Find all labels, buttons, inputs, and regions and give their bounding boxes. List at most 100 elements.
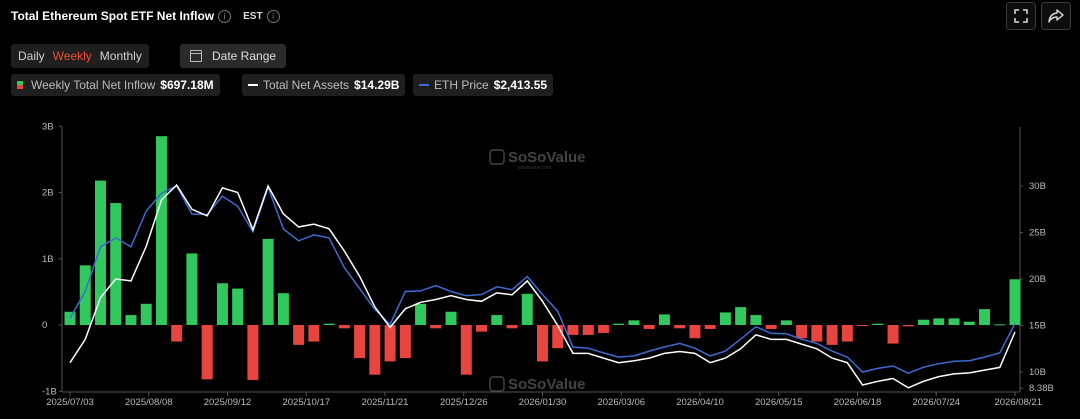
chart-axes: 3B 2B 1B 0 -1B 30B 25B 20B 15B 10B 8.38B 2025/07/03… [42,121,1054,408]
inflow-bar[interactable] [308,325,320,342]
inflow-bar[interactable] [247,325,259,380]
inflow-bar[interactable] [384,325,396,362]
legend-price[interactable]: ETH Price $2,413.55 [413,74,554,96]
inflow-bar[interactable] [948,318,960,325]
inflow-bar[interactable] [552,325,564,349]
inflow-bar[interactable] [613,323,625,325]
inflow-bar[interactable] [110,203,122,325]
inflow-bar[interactable] [155,136,167,325]
inflow-bar[interactable] [826,325,838,345]
period-daily[interactable]: Daily [18,49,45,63]
watermark-logo-icon [489,149,505,165]
inflow-bar[interactable] [963,321,975,325]
inflow-bars [64,136,1021,380]
period-weekly[interactable]: Weekly [52,49,92,63]
inflow-bar[interactable] [338,325,350,329]
inflow-bar[interactable] [1009,279,1021,325]
legend-assets[interactable]: Total Net Assets $14.29B [242,74,406,96]
expand-button[interactable] [1006,2,1036,30]
inflow-bar[interactable] [994,324,1006,326]
bar-swatch-icon [17,81,23,89]
inflow-bar[interactable] [628,320,640,325]
inflow-bar[interactable] [979,309,991,325]
date-range-button[interactable]: Date Range [180,44,287,68]
legend-assets-value: $14.29B [354,78,400,92]
x-tick-label: 2026/07/24 [912,397,960,408]
inflow-bar[interactable] [232,288,244,325]
period-selector: Daily Weekly Monthly [11,44,149,68]
share-button[interactable] [1041,2,1071,30]
x-tick-label: 2026/06/18 [834,397,882,408]
inflow-bar[interactable] [399,325,411,359]
inflow-bar[interactable] [735,307,747,325]
inflow-bar[interactable] [201,325,213,380]
inflow-bar[interactable] [64,311,76,325]
inflow-bar[interactable] [94,180,106,325]
inflow-bar[interactable] [841,325,853,342]
inflow-bar[interactable] [262,238,274,325]
total-net-assets-line[interactable] [69,183,1016,389]
inflow-bar[interactable] [796,325,808,339]
inflow-bar[interactable] [933,318,945,325]
inflow-bar[interactable] [689,325,701,339]
inflow-bar[interactable] [537,325,548,362]
inflow-bar[interactable] [674,325,686,329]
calendar-icon [190,50,202,62]
inflow-bar[interactable] [171,325,183,342]
inflow-bar[interactable] [216,283,228,325]
legend-inflow[interactable]: Weekly Total Net Inflow $697.18M [11,74,220,96]
inflow-bar[interactable] [811,325,823,342]
inflow-bar[interactable] [582,325,594,335]
inflow-bar[interactable] [567,325,579,335]
right-tick-label: 15B [1029,321,1046,332]
period-monthly[interactable]: Monthly [99,49,142,63]
inflow-bar[interactable] [293,325,305,345]
inflow-bar[interactable] [704,325,716,329]
watermark-subtext: sosovalue.com [518,165,551,171]
x-tick-label: 2026/05/15 [755,397,803,408]
left-tick-label: 3B [42,121,54,132]
inflow-bar[interactable] [857,325,869,326]
inflow-bar[interactable] [902,325,914,327]
inflow-bar[interactable] [887,325,899,344]
x-tick-label: 2025/09/12 [204,397,252,408]
eth-price-line[interactable] [69,184,1016,375]
legend-inflow-label: Weekly Total Net Inflow [31,78,156,92]
inflow-bar[interactable] [79,265,91,325]
inflow-bar[interactable] [323,323,335,325]
inflow-bar[interactable] [430,325,442,329]
legend-price-value: $2,413.55 [493,78,548,92]
inflow-bar[interactable] [780,320,792,325]
inflow-bar[interactable] [445,311,457,325]
inflow-bar[interactable] [765,325,777,329]
inflow-bar[interactable] [460,325,472,375]
inflow-bar[interactable] [597,325,609,333]
inflow-bar[interactable] [719,312,731,325]
inflow-bar[interactable] [521,293,533,325]
white-line-swatch-icon [248,84,258,86]
inflow-bar[interactable] [354,325,366,359]
inflow-bar[interactable] [643,325,655,329]
inflow-bar[interactable] [918,319,930,325]
inflow-bar[interactable] [658,314,670,325]
inflow-bar[interactable] [476,325,488,332]
inflow-bar[interactable] [140,303,152,325]
inflow-bar[interactable] [186,253,198,325]
share-icon [1048,9,1064,23]
info-icon[interactable]: i [218,9,232,23]
inflow-bar[interactable] [369,325,381,375]
inflow-bar[interactable] [125,315,137,325]
timezone-info-icon[interactable]: i [266,9,280,23]
inflow-bar[interactable] [750,315,762,325]
x-tick-label: 2025/10/17 [282,397,330,408]
left-tick-label: 2B [42,188,54,199]
inflow-bar[interactable] [415,303,427,325]
inflow-bar[interactable] [872,323,884,325]
inflow-bar[interactable] [506,325,518,329]
legend-assets-label: Total Net Assets [263,78,350,92]
inflow-bar[interactable] [491,315,503,325]
inflow-bar[interactable] [277,293,289,325]
watermark-logo-icon [489,376,505,392]
